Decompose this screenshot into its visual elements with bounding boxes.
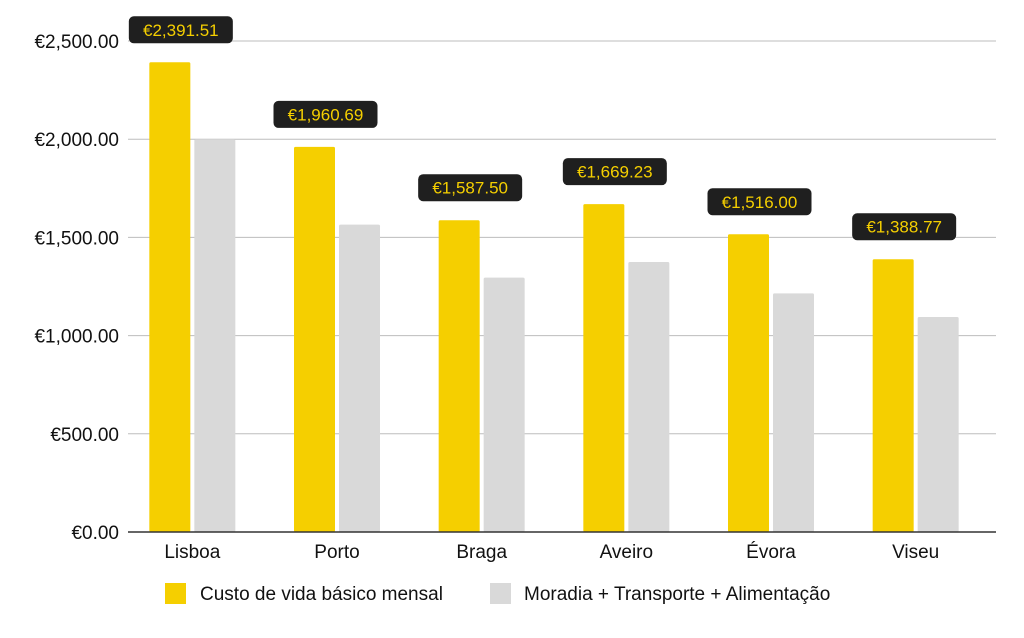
x-tick-label: Porto: [314, 542, 359, 563]
legend-swatch: [490, 583, 511, 604]
data-label-badge: [707, 188, 812, 216]
data-label-badge: [562, 158, 667, 186]
data-label: €1,388.77: [866, 218, 942, 237]
bar-moradia-viseu: [917, 316, 959, 532]
x-tick-label: Évora: [746, 542, 796, 563]
y-tick-label: €1,500.00: [34, 228, 119, 249]
bar-custo-viseu: [872, 259, 914, 532]
bar-moradia-porto: [339, 224, 380, 532]
x-tick-label: Lisboa: [164, 542, 220, 563]
legend-label: Custo de vida básico mensal: [200, 584, 443, 605]
data-label: €1,516.00: [722, 193, 798, 212]
legend-swatch: [165, 583, 186, 604]
data-label-badge: [128, 16, 233, 44]
x-tick-label: Aveiro: [600, 542, 654, 563]
bar-custo-porto: [294, 146, 335, 533]
bar-custo-aveiro: [583, 204, 625, 533]
data-label-badge: [273, 100, 378, 128]
y-tick-label: €2,500.00: [34, 32, 119, 53]
data-label-badge: [852, 213, 957, 241]
legend-label: Moradia + Transporte + Alimentação: [524, 584, 830, 605]
y-tick-label: €0.00: [71, 523, 119, 544]
bar-moradia-lisboa: [194, 139, 236, 532]
bar-moradia-évora: [773, 293, 814, 532]
y-tick-label: €1,000.00: [34, 327, 119, 348]
data-label-badge: [418, 174, 523, 202]
data-label: €2,391.51: [143, 21, 219, 40]
y-tick-label: €500.00: [50, 425, 119, 446]
bar-custo-évora: [728, 234, 769, 532]
x-tick-label: Viseu: [892, 542, 939, 563]
data-label: €1,669.23: [577, 163, 653, 182]
data-label: €1,960.69: [288, 105, 364, 124]
bar-moradia-braga: [483, 277, 525, 532]
bar-moradia-aveiro: [628, 261, 670, 532]
bar-custo-lisboa: [149, 62, 191, 532]
data-label: €1,587.50: [432, 179, 508, 198]
y-tick-label: €2,000.00: [34, 130, 119, 151]
bar-custo-braga: [438, 220, 480, 532]
x-tick-label: Braga: [456, 542, 507, 563]
